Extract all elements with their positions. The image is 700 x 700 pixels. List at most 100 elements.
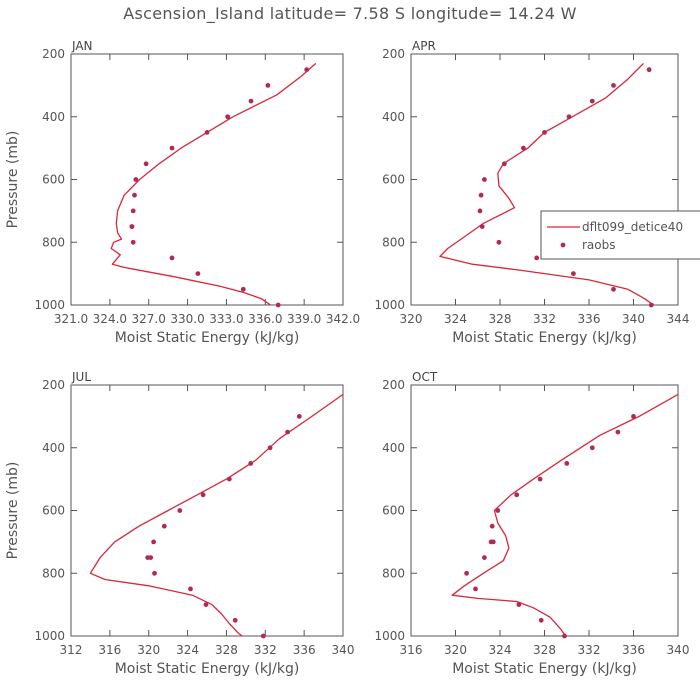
raobs-point xyxy=(203,602,209,607)
chart-panels: JAN 321.0 324.0 327.0 330.0 333.0 336.0 339.0 34… xyxy=(5,39,700,677)
x-tick-label: 324 xyxy=(444,312,467,326)
y-tick-label: 600 xyxy=(382,173,405,187)
x-tick-label: 312 xyxy=(60,643,83,657)
x-tick-label: 332 xyxy=(533,312,556,326)
raobs-point xyxy=(143,161,149,167)
x-tick-label: 328 xyxy=(215,643,238,657)
raobs-point xyxy=(489,523,495,529)
raobs-point xyxy=(133,177,139,182)
x-tick-label: 320 xyxy=(444,643,467,657)
x-tick-label: 336 xyxy=(293,643,316,657)
panel-jan: JAN 321.0 324.0 327.0 330.0 333.0 336.0 339.0 34… xyxy=(5,39,360,346)
legend-entry-raobs: raobs xyxy=(582,238,616,252)
raobs-point xyxy=(611,286,616,292)
figure-title: Ascension_Island latitude= 7.58 S longit… xyxy=(123,4,576,24)
raobs-point xyxy=(495,508,501,513)
raobs-point xyxy=(285,429,290,435)
x-tick-label: 320 xyxy=(137,643,160,657)
y-tick-label: 400 xyxy=(42,110,65,124)
x-tick-label: 342.0 xyxy=(326,312,360,326)
raobs-point xyxy=(265,83,271,88)
plot-frame-apr xyxy=(410,53,679,306)
x-tick-label: 321.0 xyxy=(54,312,88,326)
raobs-point xyxy=(482,177,487,182)
raobs-point xyxy=(534,255,540,261)
legend-box xyxy=(540,210,700,260)
raobs-point xyxy=(152,570,157,576)
y-tick-label: 800 xyxy=(42,566,65,580)
x-tick-label: 324.0 xyxy=(93,312,127,326)
x-tick-label: 336.0 xyxy=(248,312,282,326)
x-tick-label: 340 xyxy=(332,643,355,657)
raobs-point xyxy=(496,239,502,245)
raobs-point xyxy=(225,114,231,120)
model-profile-line-jul xyxy=(89,393,344,637)
y-tick-label: 1000 xyxy=(374,298,405,312)
raobs-point xyxy=(542,130,547,135)
x-tick-label: 336 xyxy=(622,643,645,657)
panel-jul: JUL 312 316 320 324 328 332 336 340 200 400 600 800 1… xyxy=(5,370,354,677)
raobs-point xyxy=(169,145,175,151)
y-tick-label: 400 xyxy=(382,441,405,455)
y-tick-label: 600 xyxy=(382,504,405,518)
raobs-point xyxy=(161,523,167,529)
panel-label-jan: JAN xyxy=(71,39,93,53)
y-tick-label: 600 xyxy=(42,173,65,187)
raobs-point xyxy=(473,586,478,592)
x-tick-label: 330.0 xyxy=(170,312,204,326)
x-tick-label: 339.0 xyxy=(287,312,321,326)
raobs-point xyxy=(226,476,232,482)
raobs-point xyxy=(537,476,543,482)
x-tick-label: 320 xyxy=(400,312,423,326)
y-tick-label: 800 xyxy=(382,235,405,249)
model-profile-line-jan xyxy=(110,62,317,306)
raobs-point xyxy=(151,539,157,545)
raobs-point xyxy=(562,633,567,639)
model-profile-line-apr xyxy=(439,62,654,306)
x-axis-label-jan: Moist Static Energy (kJ/kg) xyxy=(115,330,300,346)
raobs-point xyxy=(516,602,522,607)
raobs-point xyxy=(248,98,254,104)
raobs-point xyxy=(611,83,616,88)
x-tick-label: 324 xyxy=(489,643,512,657)
x-axis-label-oct: Moist Static Energy (kJ/kg) xyxy=(452,661,637,677)
raobs-point xyxy=(477,208,483,214)
x-tick-label: 316 xyxy=(98,643,121,657)
raobs-point xyxy=(130,208,136,214)
raobs-point xyxy=(267,445,273,451)
model-profile-line-oct xyxy=(451,393,679,637)
y-tick-label: 200 xyxy=(42,378,65,392)
raobs-point xyxy=(589,445,595,451)
raobs-point xyxy=(589,98,595,104)
y-tick-label: 400 xyxy=(42,441,65,455)
x-tick-label: 344 xyxy=(667,312,690,326)
panel-label-apr: APR xyxy=(412,39,436,53)
raobs-point xyxy=(296,414,302,419)
y-axis-label-jul: Pressure (mb) xyxy=(5,462,21,560)
raobs-point xyxy=(564,461,570,466)
y-tick-label: 1000 xyxy=(374,629,405,643)
y-tick-label: 200 xyxy=(382,47,405,61)
x-tick-label: 328 xyxy=(489,312,512,326)
x-tick-label: 324 xyxy=(176,643,199,657)
raobs-point xyxy=(566,114,572,120)
raobs-point xyxy=(130,239,136,245)
raobs-point xyxy=(571,271,576,276)
raobs-point xyxy=(646,67,652,73)
raobs-point xyxy=(132,192,137,198)
y-tick-label: 200 xyxy=(382,378,405,392)
raobs-point xyxy=(631,414,636,419)
x-axis-label-jul: Moist Static Energy (kJ/kg) xyxy=(115,661,300,677)
raobs-point xyxy=(195,271,201,276)
raobs-point xyxy=(232,617,238,623)
x-tick-label: 316 xyxy=(400,643,423,657)
raobs-point xyxy=(177,508,183,513)
x-tick-label: 340 xyxy=(622,312,645,326)
y-tick-label: 600 xyxy=(42,504,65,518)
raobs-point xyxy=(514,492,520,498)
raobs-point xyxy=(169,255,175,261)
raobs-point xyxy=(145,555,151,560)
legend-dot-swatch xyxy=(560,242,566,248)
